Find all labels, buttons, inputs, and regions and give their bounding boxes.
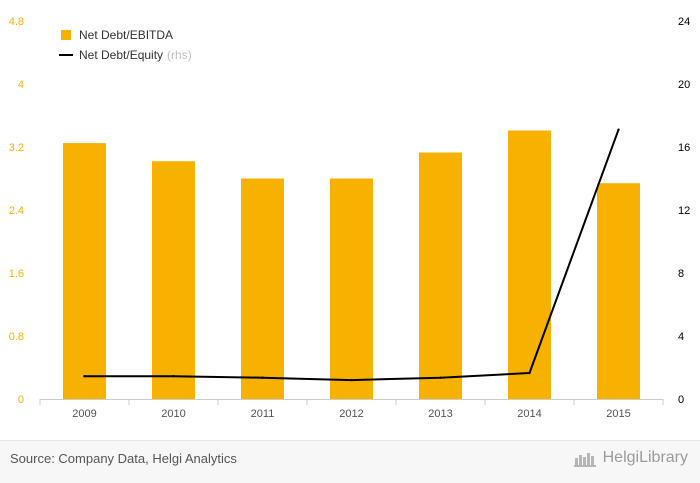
bar-2012[interactable]: [330, 178, 373, 400]
brand-logo[interactable]: HelgiLibrary: [573, 449, 688, 467]
line-point-2010[interactable]: [172, 375, 175, 378]
bar-2014[interactable]: [508, 130, 551, 400]
left-tick-label: 2.4: [9, 205, 24, 217]
left-tick-label: 0.8: [9, 331, 24, 343]
right-axis-ticks: 0 4 8 12 16 20 24: [678, 16, 690, 406]
chart: 2009 2010 2011 2012 2013 2014 2015 00.81.62.43…: [9, 16, 691, 420]
right-tick-label: 8: [678, 268, 684, 280]
left-tick-label: 4: [18, 79, 24, 91]
brand-name: HelgiLibrary: [602, 449, 688, 466]
bar-2011[interactable]: [241, 178, 284, 400]
x-tick-label-2012: 2012: [339, 408, 363, 420]
x-axis: 2009 2010 2011 2012 2013 2014 2015: [39, 399, 664, 420]
bar-2009[interactable]: [63, 143, 106, 399]
right-tick-label: 16: [678, 142, 690, 154]
legend-label-line-name: Net Debt/Equity: [79, 48, 163, 62]
legend-label-bar[interactable]: Net Debt/EBITDA: [79, 28, 173, 42]
line-point-2014[interactable]: [528, 371, 531, 375]
legend-label-line-suffix: (rhs): [167, 48, 192, 62]
line-point-2012[interactable]: [350, 378, 353, 382]
bar-2013[interactable]: [419, 152, 462, 400]
right-tick-label: 12: [678, 205, 690, 217]
line-point-2013[interactable]: [439, 376, 442, 379]
x-tick-label-2009: 2009: [72, 408, 96, 420]
legend-label-line[interactable]: Net Debt/Equity (rhs): [79, 48, 192, 62]
right-tick-label: 24: [678, 16, 690, 28]
left-tick-label: 3.2: [9, 142, 24, 154]
left-tick-label: 4.8: [9, 16, 24, 28]
line-point-2015[interactable]: [617, 128, 620, 131]
left-tick-label: 1.6: [9, 268, 24, 280]
source-note: Source: Company Data, Helgi Analytics: [10, 451, 237, 466]
library-icon: [573, 453, 596, 467]
right-tick-label: 0: [678, 394, 684, 406]
bars-layer: [63, 130, 640, 400]
line-layer: [83, 128, 620, 382]
bar-2010[interactable]: [152, 161, 195, 399]
left-axis-ticks: 0 0.8 1.6 2.4 3.2 4 4.8: [9, 16, 24, 406]
right-tick-label: 20: [678, 79, 690, 91]
line-point-2009[interactable]: [83, 375, 86, 378]
x-tick-label-2014: 2014: [517, 408, 541, 420]
footer: Source: Company Data, Helgi Analytics He…: [0, 441, 700, 483]
right-tick-label: 4: [678, 331, 684, 343]
x-tick-label-2011: 2011: [251, 408, 275, 420]
bar-2015[interactable]: [597, 183, 640, 399]
legend: Net Debt/EBITDA Net Debt/Equity (rhs): [59, 28, 192, 62]
line-point-2011[interactable]: [261, 376, 264, 379]
x-tick-label-2013: 2013: [428, 408, 452, 420]
legend-swatch-bar: [61, 30, 71, 40]
x-tick-label-2015: 2015: [606, 408, 630, 420]
footer-divider: [0, 440, 700, 441]
x-tick-label-2010: 2010: [161, 408, 185, 420]
left-tick-label: 0: [18, 394, 24, 406]
